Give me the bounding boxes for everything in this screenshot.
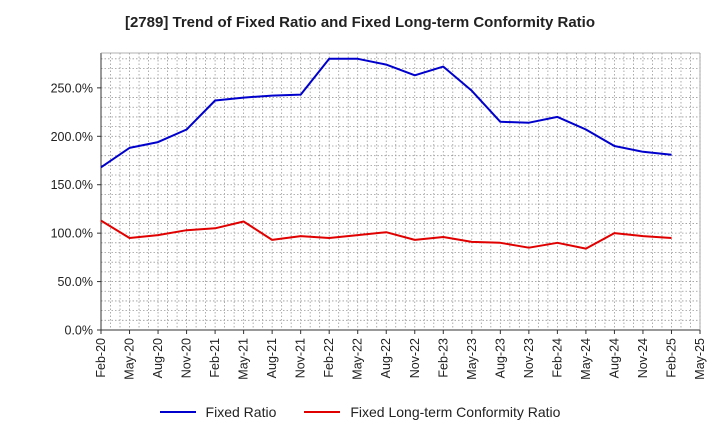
x-tick-label: Feb-21 — [208, 338, 222, 378]
x-tick-label: Feb-22 — [322, 338, 336, 378]
y-tick-label: 0.0% — [65, 324, 94, 338]
x-tick-label: Aug-21 — [265, 338, 279, 378]
x-tick-label: Feb-23 — [436, 338, 450, 378]
legend-label-conformity-ratio: Fixed Long-term Conformity Ratio — [350, 404, 561, 420]
x-tick-label: May-22 — [351, 338, 365, 380]
y-tick-label: 100.0% — [51, 227, 93, 241]
x-tick-label: May-21 — [237, 338, 251, 380]
y-tick-label: 200.0% — [51, 130, 93, 144]
x-tick-label: Nov-22 — [408, 338, 422, 378]
y-tick-label: 250.0% — [51, 81, 93, 95]
x-tick-label: Feb-20 — [94, 338, 108, 378]
y-tick-label: 50.0% — [58, 275, 93, 289]
legend-item-fixed-ratio: Fixed Ratio — [159, 404, 277, 420]
x-tick-label: Aug-24 — [607, 338, 621, 378]
series-line-0 — [100, 57, 672, 169]
legend-label-fixed-ratio: Fixed Ratio — [205, 404, 277, 420]
y-tick-label: 150.0% — [51, 178, 93, 192]
x-tick-label: May-20 — [123, 338, 137, 380]
plot-area — [101, 53, 700, 330]
x-tick-label: May-25 — [693, 338, 707, 380]
legend-item-conformity-ratio: Fixed Long-term Conformity Ratio — [304, 404, 560, 420]
chart-title: [2789] Trend of Fixed Ratio and Fixed Lo… — [124, 14, 596, 31]
x-tick-label: Nov-21 — [294, 338, 308, 378]
x-tick-label: Aug-22 — [379, 338, 393, 378]
x-tick-label: May-23 — [465, 338, 479, 380]
x-tick-label: May-24 — [579, 338, 593, 380]
x-tick-label: Feb-24 — [550, 338, 564, 378]
legend-swatch-fixed-ratio — [159, 411, 196, 413]
legend-swatch-conformity-ratio — [304, 411, 341, 413]
x-tick-label: Feb-25 — [664, 338, 678, 378]
series-line-1 — [100, 219, 672, 250]
x-tick-label: Nov-23 — [522, 338, 536, 378]
x-tick-label: Nov-24 — [636, 338, 650, 378]
x-tick-label: Aug-20 — [151, 338, 165, 378]
x-tick-label: Nov-20 — [180, 338, 194, 378]
x-tick-label: Aug-23 — [493, 338, 507, 378]
legend: Fixed Ratio Fixed Long-term Conformity R… — [0, 404, 720, 420]
